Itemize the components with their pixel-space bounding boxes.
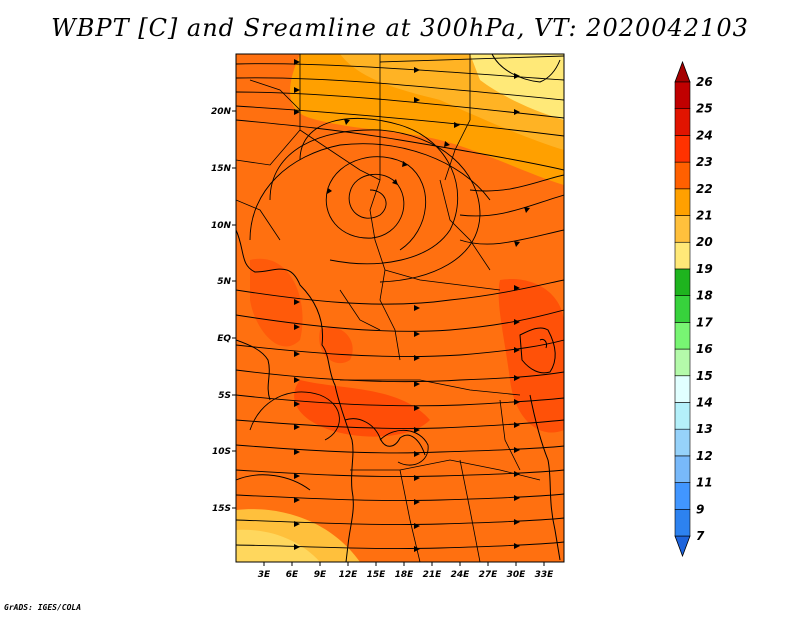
colorbar-label: 9 (696, 502, 704, 516)
colorbar-label: 19 (696, 262, 713, 276)
colorbar-arrow-low (675, 536, 690, 556)
colorbar-label: 20 (696, 235, 713, 249)
colorbar-swatch (675, 509, 690, 536)
colorbar-label: 7 (696, 529, 705, 543)
lat-label: 5N (217, 277, 231, 287)
grads-credit: GrADS: IGES/COLA (4, 603, 81, 612)
lon-label: 21E (423, 570, 443, 580)
lat-label: EQ (217, 334, 231, 344)
colorbar-swatch (675, 456, 690, 483)
colorbar-label: 16 (696, 342, 713, 356)
colorbar-swatch (675, 376, 690, 403)
lon-label: 3E (258, 570, 271, 580)
colorbar-swatch (675, 483, 690, 510)
colorbar-label: 11 (696, 476, 713, 490)
lon-label: 15E (367, 570, 387, 580)
colorbar-label: 24 (696, 128, 713, 142)
colorbar-label: 26 (696, 75, 713, 89)
colorbar-swatch (675, 242, 690, 269)
lat-axis: 20N 15N 10N 5N EQ 5S 10S 15S (211, 107, 236, 514)
lat-label: 10S (212, 447, 231, 457)
colorbar-swatch (675, 269, 690, 296)
colorbar-swatch (675, 109, 690, 136)
colorbar-label: 17 (696, 315, 713, 329)
lon-label: 12E (339, 570, 359, 580)
colorbar-swatch (675, 349, 690, 376)
colorbar-label: 22 (696, 182, 713, 196)
lon-label: 24E (451, 570, 471, 580)
colorbar-swatch (675, 162, 690, 189)
map-figure: 20N 15N 10N 5N EQ 5S 10S 15S 3E 6E 9E 12… (0, 0, 800, 618)
lon-label: 18E (395, 570, 415, 580)
lat-label: 20N (211, 107, 232, 117)
colorbar-swatch (675, 429, 690, 456)
lon-label: 9E (314, 570, 327, 580)
colorbar-label: 23 (696, 155, 713, 169)
colorbar-swatch (675, 402, 690, 429)
lon-label: 6E (286, 570, 299, 580)
wbpt-field (236, 54, 564, 562)
colorbar-swatch (675, 135, 690, 162)
colorbar-label: 15 (696, 369, 713, 383)
colorbar-arrow-high (675, 62, 690, 82)
colorbar-swatch (675, 296, 690, 323)
lat-label: 5S (218, 391, 231, 401)
lon-label: 33E (535, 570, 555, 580)
colorbar-label: 14 (696, 395, 713, 409)
lat-label: 10N (211, 221, 232, 231)
colorbar-label: 18 (696, 289, 713, 303)
colorbar-swatch (675, 322, 690, 349)
colorbar-label: 25 (696, 102, 713, 116)
colorbar: 7 9 11 12 13 14 15 16 17 18 19 20 21 22 23 24 25 26 (675, 62, 713, 556)
lon-label: 30E (507, 570, 527, 580)
colorbar-label: 12 (696, 449, 713, 463)
colorbar-label: 13 (696, 422, 713, 436)
lon-axis: 3E 6E 9E 12E 15E 18E 21E 24E 27E 30E 33E (258, 562, 554, 580)
lat-label: 15S (212, 504, 231, 514)
colorbar-swatch (675, 189, 690, 216)
colorbar-label: 21 (696, 209, 713, 223)
lat-label: 15N (211, 164, 232, 174)
colorbar-swatch (675, 216, 690, 243)
lon-label: 27E (479, 570, 499, 580)
colorbar-swatch (675, 82, 690, 109)
